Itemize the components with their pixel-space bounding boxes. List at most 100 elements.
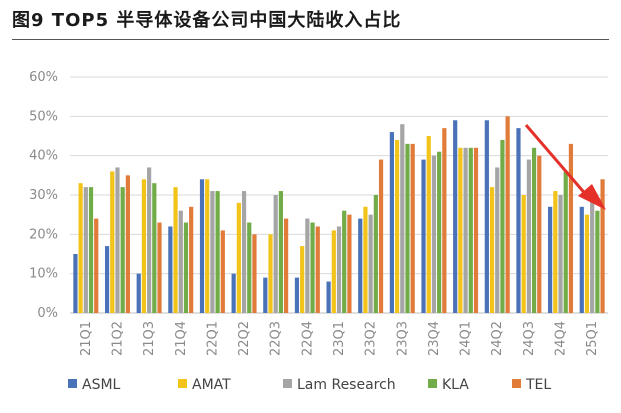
x-tick-label: 24Q1	[459, 321, 474, 356]
bar-asml-22q4	[294, 277, 300, 313]
x-tick-label: 22Q2	[237, 321, 252, 356]
legend-swatch	[428, 379, 437, 388]
y-tick-label: 0%	[37, 306, 58, 321]
bar-asml-21q3	[136, 273, 141, 313]
bar-lam-research-23q2	[368, 214, 373, 313]
bar-asml-24q2	[484, 120, 489, 314]
bar-lam-research-23q4	[431, 155, 437, 313]
bar-tel-23q1	[347, 214, 352, 313]
bar-amat-24q2	[489, 187, 495, 313]
bar-tel-24q2	[505, 116, 510, 313]
legend: ASML AMAT Lam Research KLA TEL	[68, 377, 551, 393]
bar-amat-23q1	[331, 230, 336, 313]
bar-amat-21q1	[78, 183, 83, 313]
bar-kla-24q3	[531, 147, 537, 313]
bar-asml-22q1	[199, 179, 205, 313]
bar-kla-23q1	[342, 210, 347, 313]
y-tick-label: 10%	[29, 267, 58, 282]
bar-kla-23q3	[405, 143, 410, 313]
bar-kla-22q1	[215, 191, 220, 313]
bar-tel-23q2	[378, 159, 384, 313]
bar-asml-22q3	[263, 277, 268, 313]
bar-lam-research-23q1	[336, 226, 342, 313]
y-tick-label: 60%	[29, 70, 58, 85]
bar-amat-23q2	[363, 206, 368, 313]
bar-lam-research-24q4	[558, 195, 563, 313]
legend-swatch	[283, 379, 292, 388]
bar-amat-22q2	[236, 202, 241, 313]
bar-tel-22q4	[315, 226, 320, 313]
bar-tel-24q3	[537, 155, 542, 313]
bar-lam-research-24q1	[463, 147, 468, 313]
legend-label: AMAT	[192, 377, 231, 393]
bar-lam-research-21q1	[83, 187, 88, 313]
bar-kla-24q2	[500, 139, 505, 313]
bar-amat-22q1	[205, 179, 210, 313]
bar-lam-research-24q3	[526, 159, 531, 313]
bar-tel-22q1	[220, 230, 225, 313]
title-bar: 图9 TOP5 半导体设备公司中国大陆收入占比	[0, 0, 621, 40]
bar-amat-21q3	[141, 179, 147, 313]
x-tick-label: 24Q2	[490, 321, 505, 356]
legend-item-amat: AMAT	[178, 377, 231, 393]
y-tick-label: 40%	[29, 149, 58, 164]
legend-swatch	[512, 379, 521, 388]
bar-lam-research-24q2	[495, 167, 500, 313]
x-axis-ticks: 21Q1 21Q2 21Q3 21Q4 22Q1 22Q2 22Q3 22Q4 23Q1 23Q2…	[79, 321, 600, 356]
bar-asml-23q4	[421, 159, 426, 313]
bar-asml-24q3	[516, 128, 521, 313]
x-tick-label: 23Q1	[332, 321, 347, 356]
legend-item-kla: KLA	[428, 377, 469, 393]
legend-item-tel: TEL	[512, 377, 551, 393]
x-tick-label: 22Q1	[205, 321, 220, 356]
bar-kla-22q3	[278, 191, 284, 313]
x-tick-label: 24Q3	[522, 321, 537, 356]
bar-tel-25q1	[600, 179, 605, 313]
annotation	[524, 124, 606, 210]
x-tick-label: 23Q4	[427, 321, 442, 356]
bar-asml-23q2	[358, 218, 363, 313]
x-tick-label: 22Q3	[269, 321, 284, 356]
bar-kla-25q1	[595, 210, 600, 313]
legend-item-asml: ASML	[68, 377, 121, 393]
bar-lam-research-22q1	[210, 191, 215, 313]
bar-amat-25q1	[584, 214, 590, 313]
bar-asml-23q3	[389, 132, 394, 313]
bar-asml-21q2	[104, 246, 110, 313]
bar-kla-22q2	[247, 222, 252, 313]
bar-kla-21q1	[88, 187, 94, 313]
bar-asml-23q1	[326, 281, 331, 313]
bar-amat-22q4	[300, 246, 305, 313]
bar-asml-21q1	[73, 254, 78, 313]
figure-title: 图9 TOP5 半导体设备公司中国大陆收入占比	[12, 10, 402, 31]
legend-item-lam-research: Lam Research	[283, 377, 396, 393]
legend-label: TEL	[525, 377, 551, 393]
bar-lam-research-21q2	[115, 167, 120, 313]
bar-kla-21q2	[120, 187, 125, 313]
bars	[73, 116, 605, 314]
bar-amat-24q1	[458, 147, 463, 313]
legend-swatch	[178, 379, 187, 388]
bar-asml-22q2	[231, 273, 236, 313]
bar-kla-21q4	[183, 222, 189, 313]
bar-amat-23q3	[394, 139, 400, 313]
bar-tel-24q4	[568, 143, 574, 313]
bar-amat-24q3	[521, 195, 526, 313]
bar-asml-24q1	[453, 120, 458, 314]
bar-kla-23q2	[373, 195, 378, 313]
bar-asml-24q4	[548, 206, 553, 313]
y-tick-label: 50%	[29, 109, 58, 124]
bar-chart: 0% 10% 20% 30% 40% 50% 60% 21Q1 21Q2 21Q3 21Q4 22Q…	[29, 70, 608, 393]
bar-tel-21q2	[125, 175, 130, 313]
bar-kla-22q4	[310, 222, 315, 313]
bar-amat-21q2	[110, 171, 115, 313]
x-tick-label: 21Q1	[79, 321, 94, 356]
legend-label: ASML	[82, 377, 121, 393]
bar-tel-22q2	[252, 234, 257, 313]
bar-tel-21q4	[189, 206, 194, 313]
bar-kla-24q4	[563, 171, 568, 313]
red-arrow-head	[578, 184, 606, 210]
x-tick-label: 21Q2	[110, 321, 125, 356]
x-tick-label: 23Q3	[395, 321, 410, 356]
bar-amat-21q4	[173, 187, 178, 313]
